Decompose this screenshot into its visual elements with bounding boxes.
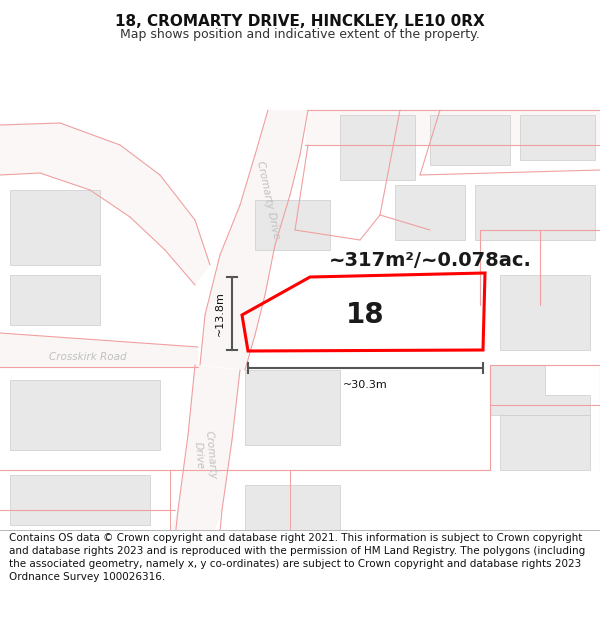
Polygon shape [490, 365, 590, 415]
Polygon shape [500, 275, 590, 350]
Text: Cromarty Drive: Cromarty Drive [255, 160, 281, 240]
Polygon shape [500, 415, 590, 470]
Text: Map shows position and indicative extent of the property.: Map shows position and indicative extent… [120, 28, 480, 41]
Text: Contains OS data © Crown copyright and database right 2021. This information is : Contains OS data © Crown copyright and d… [9, 533, 585, 582]
Polygon shape [10, 380, 160, 450]
Polygon shape [10, 475, 150, 525]
Polygon shape [200, 110, 308, 370]
Polygon shape [245, 370, 340, 445]
Polygon shape [10, 275, 100, 325]
Text: Cromarty
Drive: Cromarty Drive [192, 430, 218, 480]
Polygon shape [0, 123, 210, 285]
Text: ~13.8m: ~13.8m [215, 291, 225, 336]
Text: ~30.3m: ~30.3m [343, 380, 388, 390]
Polygon shape [520, 115, 595, 160]
Polygon shape [255, 200, 330, 250]
Polygon shape [170, 365, 240, 530]
Text: Crosskirk Road: Crosskirk Road [49, 352, 127, 362]
Polygon shape [10, 190, 100, 265]
Polygon shape [475, 185, 595, 240]
Text: ~317m²/~0.078ac.: ~317m²/~0.078ac. [329, 251, 532, 269]
Text: 18, CROMARTY DRIVE, HINCKLEY, LE10 0RX: 18, CROMARTY DRIVE, HINCKLEY, LE10 0RX [115, 14, 485, 29]
Text: 18: 18 [346, 301, 385, 329]
Polygon shape [340, 115, 415, 180]
Polygon shape [430, 115, 510, 165]
Polygon shape [395, 185, 465, 240]
Polygon shape [245, 485, 340, 530]
Polygon shape [305, 110, 600, 145]
Polygon shape [0, 333, 198, 367]
